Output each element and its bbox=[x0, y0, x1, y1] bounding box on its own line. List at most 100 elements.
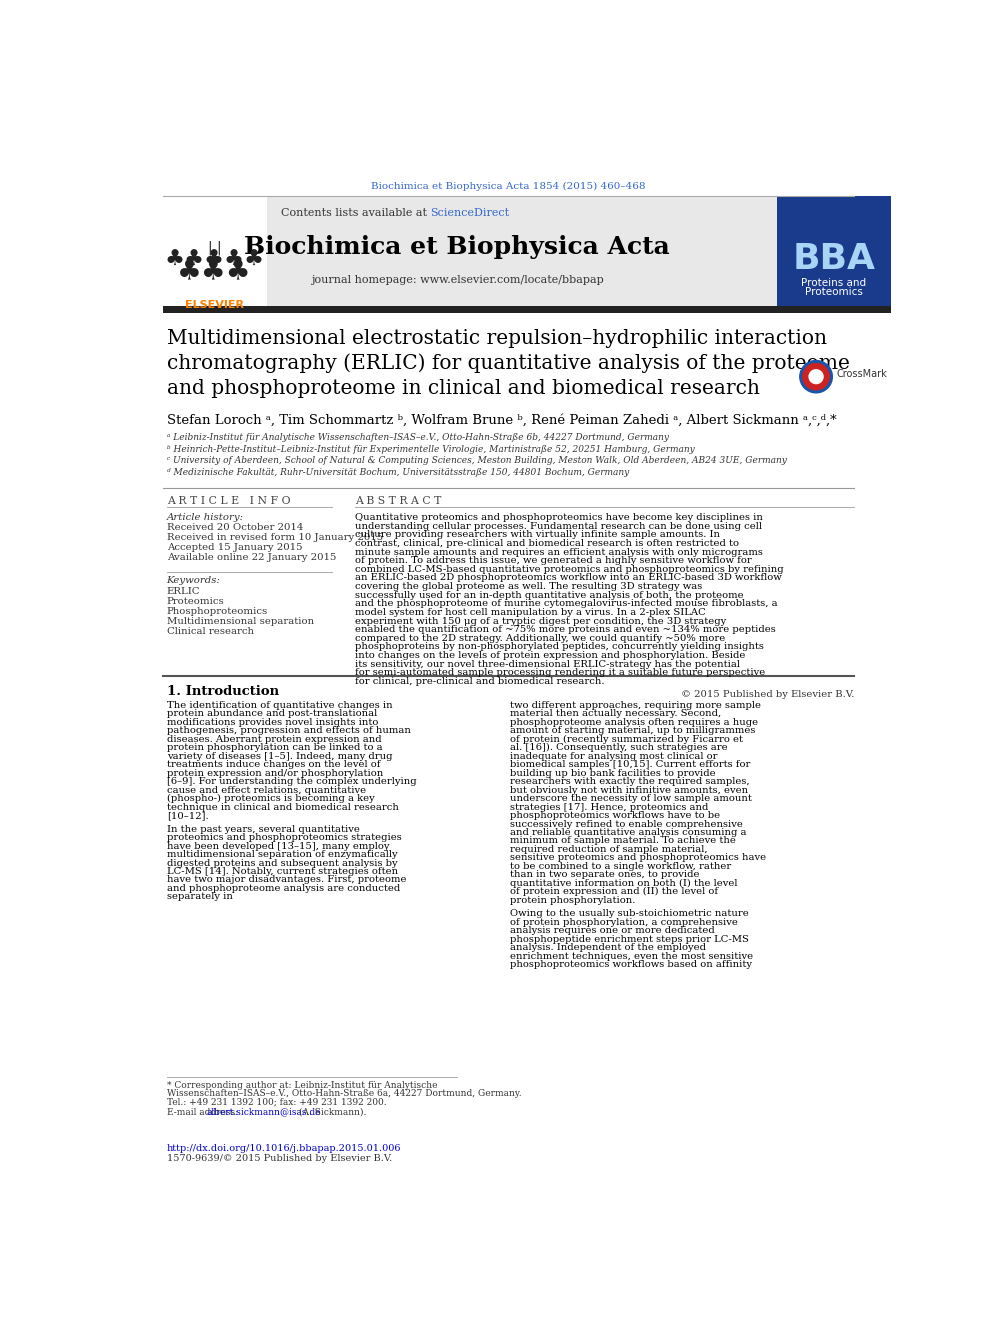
Text: * Corresponding author at: Leibniz-Institut für Analytische: * Corresponding author at: Leibniz-Insti… bbox=[167, 1081, 437, 1090]
Text: to be combined to a single workflow, rather: to be combined to a single workflow, rat… bbox=[510, 861, 731, 871]
Text: Proteomics: Proteomics bbox=[805, 287, 863, 296]
Text: biomedical samples [10,15]. Current efforts for: biomedical samples [10,15]. Current effo… bbox=[510, 761, 750, 769]
Text: ᵈ Medizinische Fakultät, Ruhr-Universität Bochum, Universitätsstraße 150, 44801 : ᵈ Medizinische Fakultät, Ruhr-Universitä… bbox=[167, 467, 629, 476]
Bar bbox=[163, 306, 891, 312]
Text: strategies [17]. Hence, proteomics and: strategies [17]. Hence, proteomics and bbox=[510, 803, 708, 811]
Text: journal homepage: www.elsevier.com/locate/bbapap: journal homepage: www.elsevier.com/locat… bbox=[310, 275, 603, 286]
Text: [6–9]. For understanding the complex underlying: [6–9]. For understanding the complex und… bbox=[167, 777, 417, 786]
Text: minimum of sample material. To achieve the: minimum of sample material. To achieve t… bbox=[510, 836, 736, 845]
Text: combined LC-MS-based quantitative proteomics and phosphoproteomics by refining: combined LC-MS-based quantitative proteo… bbox=[355, 565, 784, 574]
Text: enrichment techniques, even the most sensitive: enrichment techniques, even the most sen… bbox=[510, 951, 753, 960]
Text: culture providing researchers with virtually infinite sample amounts. In: culture providing researchers with virtu… bbox=[355, 531, 720, 540]
Text: Multidimensional separation: Multidimensional separation bbox=[167, 617, 313, 626]
Text: A B S T R A C T: A B S T R A C T bbox=[355, 496, 441, 505]
Text: ᵃ Leibniz-Institut für Analytische Wissenschaften–ISAS–e.V., Otto-Hahn-Straße 6b: ᵃ Leibniz-Institut für Analytische Wisse… bbox=[167, 433, 669, 442]
Text: have been developed [13–15], many employ: have been developed [13–15], many employ bbox=[167, 841, 389, 851]
Text: ♣♣♣: ♣♣♣ bbox=[178, 259, 252, 287]
Text: amount of starting material, up to milligrammes: amount of starting material, up to milli… bbox=[510, 726, 755, 736]
Text: ᵇ Heinrich-Pette-Institut–Leibniz-Institut für Experimentelle Virologie, Martini: ᵇ Heinrich-Pette-Institut–Leibniz-Instit… bbox=[167, 445, 694, 454]
Text: successfully used for an in-depth quantitative analysis of both, the proteome: successfully used for an in-depth quanti… bbox=[355, 590, 744, 599]
Text: analysis requires one or more dedicated: analysis requires one or more dedicated bbox=[510, 926, 714, 935]
Text: ᶜ University of Aberdeen, School of Natural & Computing Sciences, Meston Buildin: ᶜ University of Aberdeen, School of Natu… bbox=[167, 456, 787, 466]
Text: two different approaches, requiring more sample: two different approaches, requiring more… bbox=[510, 701, 761, 710]
Text: [10–12].: [10–12]. bbox=[167, 811, 208, 820]
Text: The identification of quantitative changes in: The identification of quantitative chang… bbox=[167, 701, 392, 710]
Text: multidimensional separation of enzymatically: multidimensional separation of enzymatic… bbox=[167, 851, 397, 859]
Text: Available online 22 January 2015: Available online 22 January 2015 bbox=[167, 553, 336, 562]
Text: ♣♣♣♣♣: ♣♣♣♣♣ bbox=[165, 250, 265, 270]
Text: Multidimensional electrostatic repulsion–hydrophilic interaction: Multidimensional electrostatic repulsion… bbox=[167, 328, 826, 348]
Text: and phosphoproteome analysis are conducted: and phosphoproteome analysis are conduct… bbox=[167, 884, 400, 893]
Text: treatments induce changes on the level of: treatments induce changes on the level o… bbox=[167, 761, 380, 769]
Bar bbox=[163, 196, 813, 308]
Text: protein abundance and post-translational: protein abundance and post-translational bbox=[167, 709, 377, 718]
Text: separately in: separately in bbox=[167, 893, 232, 901]
Text: CrossMark: CrossMark bbox=[836, 369, 887, 378]
Text: Accepted 15 January 2015: Accepted 15 January 2015 bbox=[167, 544, 303, 552]
Text: protein expression and/or phosphorylation: protein expression and/or phosphorylatio… bbox=[167, 769, 383, 778]
Text: compared to the 2D strategy. Additionally, we could quantify ~50% more: compared to the 2D strategy. Additionall… bbox=[355, 634, 725, 643]
Text: LC-MS [14]. Notably, current strategies often: LC-MS [14]. Notably, current strategies … bbox=[167, 867, 398, 876]
Text: Phosphoproteomics: Phosphoproteomics bbox=[167, 607, 268, 617]
Text: Contents lists available at: Contents lists available at bbox=[281, 208, 431, 218]
Text: In the past years, several quantitative: In the past years, several quantitative bbox=[167, 824, 359, 833]
Text: phosphoproteomics workflows have to be: phosphoproteomics workflows have to be bbox=[510, 811, 720, 820]
Text: material then actually necessary. Second,: material then actually necessary. Second… bbox=[510, 709, 721, 718]
Text: inadequate for analysing most clinical or: inadequate for analysing most clinical o… bbox=[510, 751, 717, 761]
Text: its sensitivity, our novel three-dimensional ERLIC-strategy has the potential: its sensitivity, our novel three-dimensi… bbox=[355, 660, 740, 668]
Text: proteomics and phosphoproteomics strategies: proteomics and phosphoproteomics strateg… bbox=[167, 833, 402, 843]
Text: analysis. Independent of the employed: analysis. Independent of the employed bbox=[510, 943, 706, 953]
Text: 1. Introduction: 1. Introduction bbox=[167, 685, 279, 699]
Text: Proteins and: Proteins and bbox=[802, 279, 866, 288]
Text: for clinical, pre-clinical and biomedical research.: for clinical, pre-clinical and biomedica… bbox=[355, 677, 604, 685]
Text: Received in revised form 10 January 2015: Received in revised form 10 January 2015 bbox=[167, 533, 383, 542]
Text: understanding cellular processes. Fundamental research can be done using cell: understanding cellular processes. Fundam… bbox=[355, 521, 762, 531]
Text: E-mail address:: E-mail address: bbox=[167, 1107, 241, 1117]
Text: A R T I C L E   I N F O: A R T I C L E I N F O bbox=[167, 496, 291, 505]
Text: phosphoproteomics workflows based on affinity: phosphoproteomics workflows based on aff… bbox=[510, 960, 752, 970]
Circle shape bbox=[809, 369, 823, 384]
Text: diseases. Aberrant protein expression and: diseases. Aberrant protein expression an… bbox=[167, 734, 381, 744]
Text: successively refined to enable comprehensive: successively refined to enable comprehen… bbox=[510, 819, 743, 828]
Text: ScienceDirect: ScienceDirect bbox=[431, 208, 509, 218]
Text: 1570-9639/© 2015 Published by Elsevier B.V.: 1570-9639/© 2015 Published by Elsevier B… bbox=[167, 1155, 392, 1163]
Text: Wissenschaften–ISAS–e.V., Otto-Hahn-Straße 6a, 44227 Dortmund, Germany.: Wissenschaften–ISAS–e.V., Otto-Hahn-Stra… bbox=[167, 1089, 521, 1098]
Text: pathogenesis, progression and effects of human: pathogenesis, progression and effects of… bbox=[167, 726, 411, 736]
Text: protein phosphorylation.: protein phosphorylation. bbox=[510, 896, 635, 905]
Text: of protein (recently summarized by Ficarro et: of protein (recently summarized by Ficar… bbox=[510, 734, 743, 744]
Text: enabled the quantification of ~75% more proteins and even ~134% more peptides: enabled the quantification of ~75% more … bbox=[355, 626, 776, 634]
Text: ERLIC: ERLIC bbox=[167, 587, 200, 595]
Text: protein phosphorylation can be linked to a: protein phosphorylation can be linked to… bbox=[167, 744, 382, 753]
Text: BBA: BBA bbox=[793, 242, 875, 277]
Text: al. [16]). Consequently, such strategies are: al. [16]). Consequently, such strategies… bbox=[510, 744, 727, 753]
Text: contrast, clinical, pre-clinical and biomedical research is often restricted to: contrast, clinical, pre-clinical and bio… bbox=[355, 538, 739, 548]
Text: Tel.: +49 231 1392 100; fax: +49 231 1392 200.: Tel.: +49 231 1392 100; fax: +49 231 139… bbox=[167, 1098, 386, 1106]
Text: experiment with 150 μg of a tryptic digest per condition, the 3D strategy: experiment with 150 μg of a tryptic dige… bbox=[355, 617, 726, 626]
Text: © 2015 Published by Elsevier B.V.: © 2015 Published by Elsevier B.V. bbox=[681, 691, 854, 699]
Text: ELSEVIER: ELSEVIER bbox=[186, 300, 244, 310]
Text: for semi-automated sample processing rendering it a suitable future perspective: for semi-automated sample processing ren… bbox=[355, 668, 765, 677]
Text: and the phosphoproteome of murine cytomegalovirus-infected mouse fibroblasts, a: and the phosphoproteome of murine cytome… bbox=[355, 599, 778, 609]
Text: Biochimica et Biophysica Acta: Biochimica et Biophysica Acta bbox=[244, 235, 671, 259]
Text: Biochimica et Biophysica Acta 1854 (2015) 460–468: Biochimica et Biophysica Acta 1854 (2015… bbox=[371, 183, 646, 191]
Text: cause and effect relations, quantitative: cause and effect relations, quantitative bbox=[167, 786, 366, 795]
Text: covering the global proteome as well. The resulting 3D strategy was: covering the global proteome as well. Th… bbox=[355, 582, 702, 591]
Text: of protein phosphorylation, a comprehensive: of protein phosphorylation, a comprehens… bbox=[510, 918, 738, 927]
Text: digested proteins and subsequent analysis by: digested proteins and subsequent analysi… bbox=[167, 859, 397, 868]
Text: http://dx.doi.org/10.1016/j.bbapap.2015.01.006: http://dx.doi.org/10.1016/j.bbapap.2015.… bbox=[167, 1143, 401, 1152]
Text: into changes on the levels of protein expression and phosphorylation. Beside: into changes on the levels of protein ex… bbox=[355, 651, 745, 660]
Text: Article history:: Article history: bbox=[167, 513, 244, 523]
Text: building up bio bank facilities to provide: building up bio bank facilities to provi… bbox=[510, 769, 715, 778]
Text: chromatography (ERLIC) for quantitative analysis of the proteome: chromatography (ERLIC) for quantitative … bbox=[167, 353, 849, 373]
Text: sensitive proteomics and phosphoproteomics have: sensitive proteomics and phosphoproteomi… bbox=[510, 853, 766, 863]
Text: modifications provides novel insights into: modifications provides novel insights in… bbox=[167, 718, 378, 726]
Text: Received 20 October 2014: Received 20 October 2014 bbox=[167, 523, 303, 532]
Text: | |: | | bbox=[208, 239, 221, 254]
Text: required reduction of sample material,: required reduction of sample material, bbox=[510, 845, 707, 853]
Text: have two major disadvantages. First, proteome: have two major disadvantages. First, pro… bbox=[167, 876, 406, 885]
Text: than in two separate ones, to provide: than in two separate ones, to provide bbox=[510, 871, 699, 880]
Circle shape bbox=[803, 364, 829, 390]
Text: Owing to the usually sub-stoichiometric nature: Owing to the usually sub-stoichiometric … bbox=[510, 909, 749, 918]
Text: (A. Sickmann).: (A. Sickmann). bbox=[296, 1107, 366, 1117]
Text: and phosphoproteome in clinical and biomedical research: and phosphoproteome in clinical and biom… bbox=[167, 380, 760, 398]
